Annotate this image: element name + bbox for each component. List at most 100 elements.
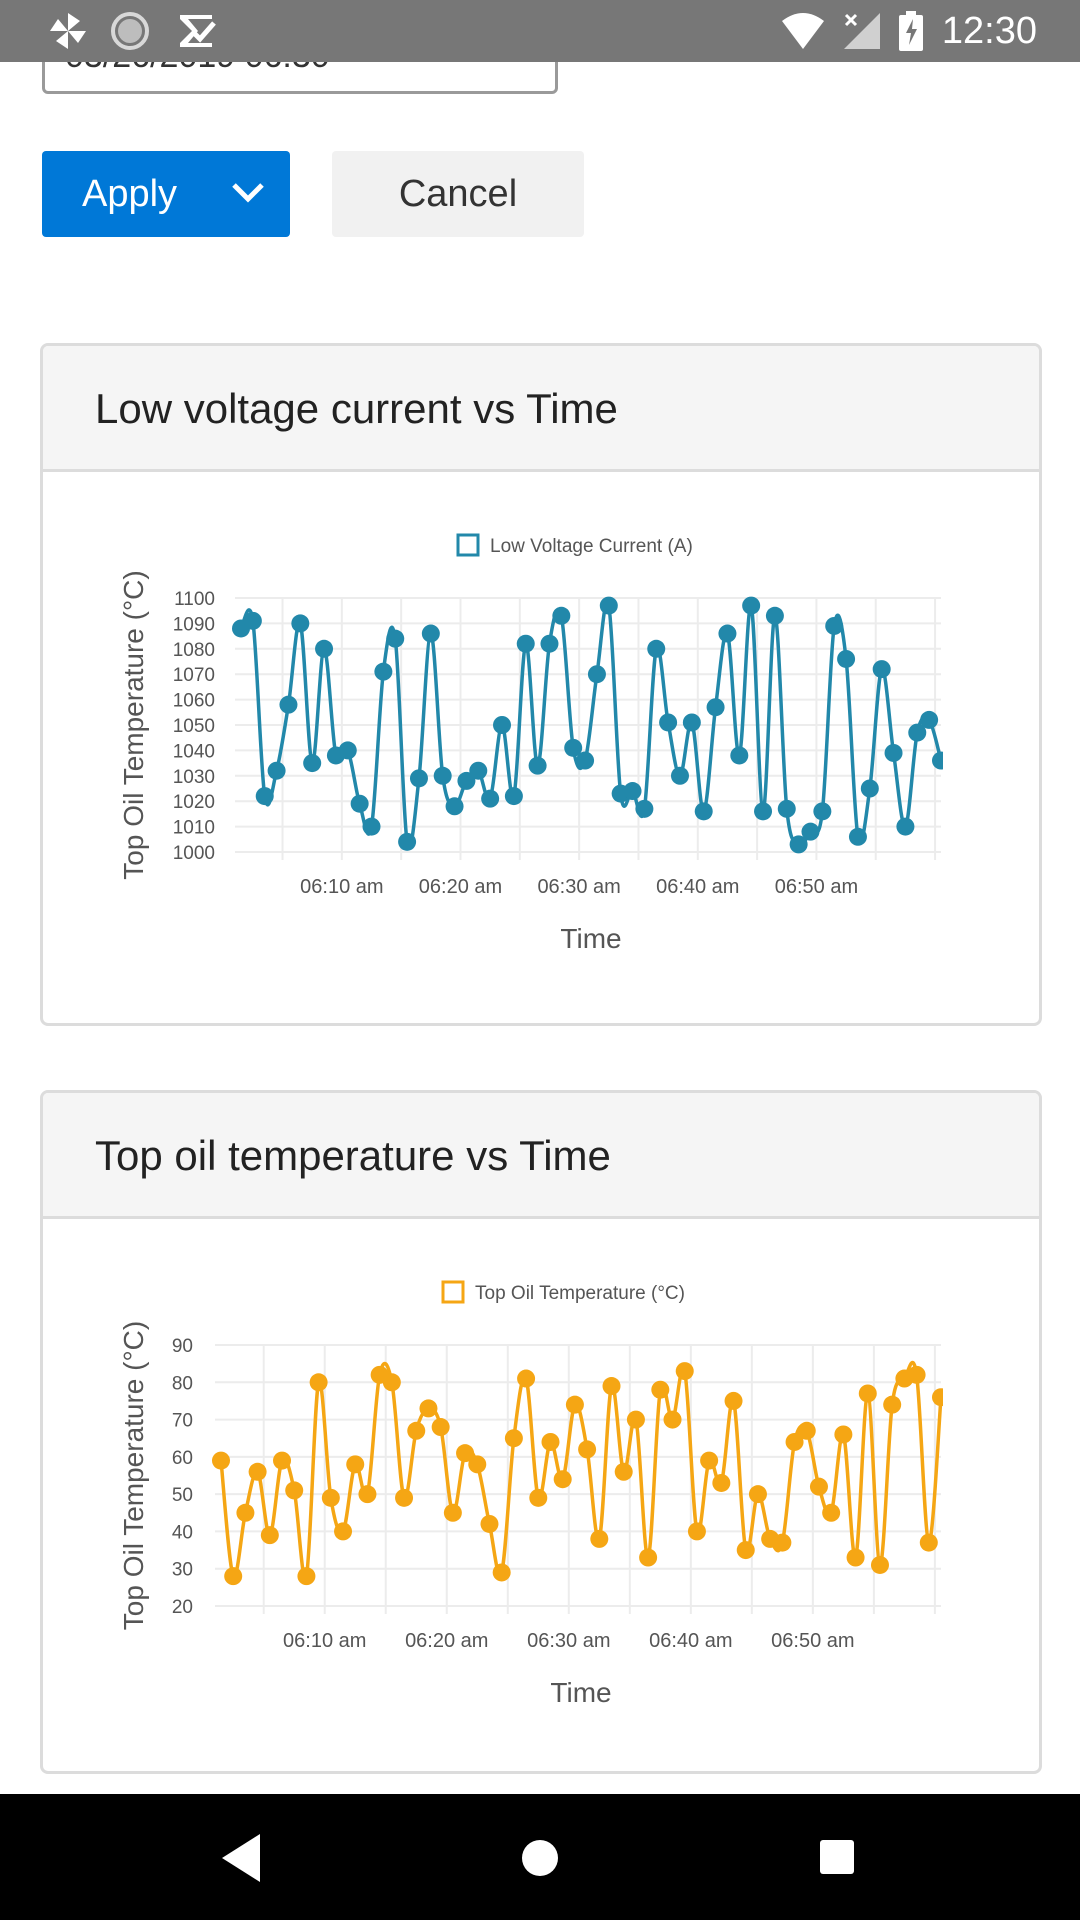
y-tick-label: 60 bbox=[172, 1448, 193, 1469]
data-point bbox=[334, 1522, 353, 1541]
data-point bbox=[248, 1462, 267, 1481]
data-point bbox=[789, 835, 808, 854]
data-point bbox=[362, 817, 381, 836]
status-time: 12:30 bbox=[941, 10, 1037, 52]
data-point bbox=[870, 1555, 889, 1574]
data-point bbox=[255, 787, 274, 806]
pinwheel-icon bbox=[50, 13, 86, 49]
chart-card-top-oil: Top oil temperature vs Time 20 30 40 50 60 70… bbox=[40, 1090, 1042, 1774]
cancel-button[interactable]: Cancel bbox=[332, 151, 584, 237]
x-axis-title: Time bbox=[550, 1677, 611, 1708]
home-icon[interactable] bbox=[510, 1828, 570, 1888]
data-point bbox=[431, 1418, 450, 1437]
legend: Top Oil Temperature (°C) bbox=[441, 1280, 685, 1304]
y-tick-label: 40 bbox=[172, 1522, 193, 1543]
data-point bbox=[468, 1455, 487, 1474]
data-point bbox=[748, 1485, 767, 1504]
recents-icon[interactable] bbox=[808, 1828, 868, 1888]
series-line bbox=[219, 1360, 943, 1581]
data-point bbox=[243, 611, 262, 630]
data-point bbox=[932, 751, 943, 770]
y-tick-label: 1080 bbox=[173, 640, 215, 661]
data-point bbox=[651, 1380, 670, 1399]
data-point bbox=[350, 794, 369, 813]
data-point bbox=[315, 639, 334, 658]
data-point bbox=[443, 1503, 462, 1522]
y-tick-label: 1030 bbox=[173, 767, 215, 788]
data-point bbox=[659, 713, 678, 732]
data-point bbox=[267, 761, 286, 780]
data-point bbox=[837, 649, 856, 668]
data-point bbox=[529, 1488, 548, 1507]
y-tick-label: 1070 bbox=[173, 665, 215, 686]
y-tick-label: 50 bbox=[172, 1485, 193, 1506]
x-tick-label: 06:10 am bbox=[300, 876, 383, 898]
data-point bbox=[321, 1488, 340, 1507]
back-icon[interactable] bbox=[212, 1828, 272, 1888]
chevron-down-icon[interactable] bbox=[228, 175, 268, 211]
status-bar: 12:30 bbox=[0, 0, 1080, 62]
data-point bbox=[407, 1421, 426, 1440]
data-point bbox=[919, 1533, 938, 1552]
card-header: Low voltage current vs Time bbox=[43, 346, 1039, 472]
data-point bbox=[712, 1473, 731, 1492]
cancel-button-label: Cancel bbox=[398, 173, 518, 215]
data-point bbox=[456, 1444, 475, 1463]
loading-icon bbox=[111, 12, 149, 50]
card-header: Top oil temperature vs Time bbox=[43, 1093, 1039, 1219]
data-point bbox=[777, 799, 796, 818]
legend-label: Top Oil Temperature (°C) bbox=[475, 1283, 685, 1304]
data-point bbox=[860, 779, 879, 798]
data-point bbox=[706, 698, 725, 717]
x-tick-label: 06:20 am bbox=[419, 876, 502, 898]
data-point bbox=[552, 606, 571, 625]
data-point bbox=[647, 639, 666, 658]
y-tick-label: 1010 bbox=[173, 818, 215, 839]
battery-charging-icon bbox=[899, 11, 923, 51]
data-point bbox=[291, 614, 310, 633]
data-point bbox=[504, 1429, 523, 1448]
data-point bbox=[700, 1451, 719, 1470]
data-point bbox=[797, 1421, 816, 1440]
data-point bbox=[599, 596, 618, 615]
data-point bbox=[675, 1362, 694, 1381]
data-point bbox=[492, 1563, 511, 1582]
y-tick-label: 20 bbox=[172, 1597, 193, 1618]
legend-swatch bbox=[456, 533, 480, 557]
y-tick-label: 70 bbox=[172, 1411, 193, 1432]
data-point bbox=[663, 1410, 682, 1429]
data-point bbox=[564, 738, 583, 757]
y-axis-title: Top Oil Temperature (°C) bbox=[118, 1321, 149, 1630]
data-point bbox=[346, 1455, 365, 1474]
data-point bbox=[303, 754, 322, 773]
data-point bbox=[212, 1451, 230, 1470]
data-point bbox=[374, 662, 393, 681]
top-oil-chart: 20 30 40 50 60 70 80 90 06:10 am 06:20 am 06:30 am… bbox=[118, 1280, 943, 1708]
y-tick-label: 1060 bbox=[173, 691, 215, 712]
y-tick-label: 80 bbox=[172, 1373, 193, 1394]
low-voltage-chart: 1000 1010 1020 1030 1040 1050 1060 1070 1080 1090… bbox=[118, 533, 943, 954]
x-tick-label: 06:40 am bbox=[656, 876, 739, 898]
data-point bbox=[932, 1388, 943, 1407]
y-tick-label: 1040 bbox=[173, 741, 215, 762]
data-point bbox=[785, 1432, 804, 1451]
data-point bbox=[846, 1548, 865, 1567]
apply-button[interactable]: Apply bbox=[42, 151, 290, 237]
data-point bbox=[493, 716, 512, 734]
data-point bbox=[382, 1373, 401, 1392]
data-point bbox=[395, 1488, 414, 1507]
data-point bbox=[457, 771, 476, 790]
gridlines bbox=[235, 597, 941, 860]
data-point bbox=[540, 634, 559, 653]
data-point bbox=[590, 1529, 609, 1548]
data-point bbox=[809, 1477, 828, 1496]
data-point bbox=[309, 1373, 328, 1392]
x-tick-label: 06:50 am bbox=[771, 1630, 854, 1652]
x-tick-label: 06:40 am bbox=[649, 1630, 732, 1652]
data-point bbox=[765, 606, 784, 625]
data-point bbox=[822, 1503, 841, 1522]
data-point bbox=[602, 1377, 621, 1396]
data-point bbox=[724, 1391, 743, 1410]
data-point bbox=[848, 827, 867, 846]
